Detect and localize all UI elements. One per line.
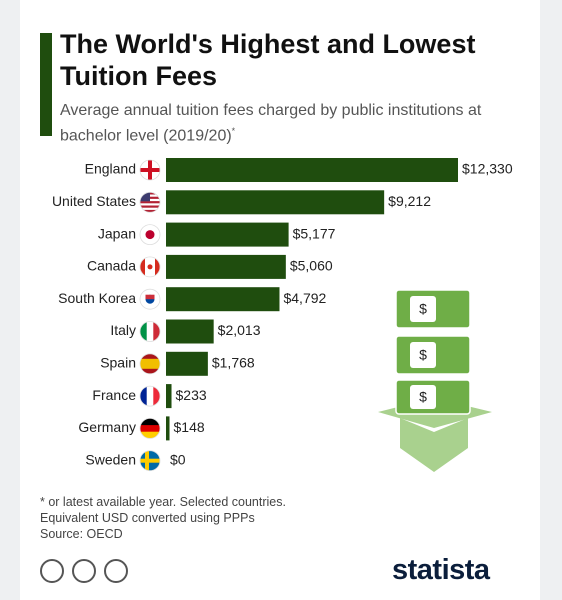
flag-part: [140, 458, 160, 463]
category-label: South Korea: [58, 290, 136, 306]
category-label: Germany: [78, 419, 136, 435]
note: Source: OECD: [40, 527, 123, 541]
category-label: Japan: [98, 225, 136, 241]
value-label: $9,212: [388, 193, 431, 209]
category-label: Spain: [100, 355, 136, 371]
category-label: Italy: [110, 322, 136, 338]
flag-border: [139, 450, 161, 472]
category-label: Canada: [87, 258, 136, 274]
value-label: $148: [174, 419, 205, 435]
subtitle-mark: *: [231, 126, 236, 136]
flag-icon: [140, 192, 160, 213]
flag-icon: [140, 256, 160, 277]
flag-icon: [140, 289, 160, 310]
flag-icon: [140, 418, 160, 439]
bar: [166, 287, 280, 312]
flag-border: [139, 321, 161, 342]
chart-title: The World's Highest and Lowest Tuition F…: [60, 29, 476, 91]
flag-part: [140, 256, 145, 277]
category-label: France: [92, 387, 136, 403]
value-label: $5,060: [290, 258, 333, 274]
category-label: Sweden: [85, 451, 136, 467]
svg-text:$: $: [419, 301, 427, 317]
flag-part: [148, 160, 152, 180]
value-label: $12,330: [462, 161, 513, 177]
value-label: $0: [170, 451, 186, 467]
bar: [166, 222, 289, 247]
note: Equivalent USD converted using PPPs: [40, 511, 255, 525]
flag-icon: [140, 386, 160, 407]
bar: [166, 158, 458, 182]
bar: [166, 351, 208, 376]
value-label: $1,768: [212, 355, 255, 371]
flag-border: [139, 224, 161, 246]
flag-part: [140, 386, 147, 407]
flag-icon: [140, 224, 160, 245]
title-accent: [40, 33, 52, 136]
value-label: $4,792: [283, 290, 326, 306]
flag-border: [139, 256, 161, 278]
value-label: $2,013: [218, 322, 261, 338]
flag-part: [140, 321, 147, 342]
flag-part: [153, 321, 160, 342]
value-label: $233: [176, 387, 207, 403]
money-illustration: $ $ $: [378, 289, 492, 472]
flag-part: [140, 358, 160, 369]
notes: * or latest available year. Selected cou…: [40, 494, 286, 542]
flag-part: [153, 386, 160, 407]
flag-border: [139, 159, 161, 181]
bar: [166, 190, 385, 215]
flag-part: [145, 294, 155, 300]
flag-border: [139, 191, 161, 213]
category-label: United States: [52, 193, 136, 209]
flag-icon: [140, 353, 160, 374]
flag-part: [145, 450, 149, 471]
flag-part: [140, 205, 160, 208]
license-icons: [40, 559, 128, 583]
flag-border: [139, 288, 161, 310]
bar: [166, 384, 172, 409]
flag-icon: [140, 321, 160, 342]
flag-part: [140, 418, 160, 426]
flag-border: [139, 353, 161, 375]
bar: [166, 254, 286, 279]
flag-border: [139, 417, 161, 439]
bar: [166, 319, 214, 344]
svg-text:$: $: [419, 389, 427, 405]
flag-part: [140, 431, 160, 439]
flag-part: [140, 201, 160, 204]
flag-part: [145, 230, 155, 240]
flag-icon: [140, 450, 160, 471]
category-label: England: [85, 161, 136, 177]
subtitle-text: Average annual tuition fees charged by p…: [60, 102, 482, 145]
svg-text:$: $: [419, 347, 427, 363]
value-label: $5,177: [293, 225, 336, 241]
flag-icon: [140, 160, 160, 180]
note: * or latest available year. Selected cou…: [40, 495, 286, 509]
flag-part: [147, 264, 153, 270]
flag-part: [140, 192, 150, 202]
bar: [166, 416, 170, 441]
flag-part: [140, 209, 160, 213]
flag-border: [139, 385, 161, 407]
brand-logo: statista: [392, 554, 490, 586]
flag-part: [155, 256, 160, 277]
chart-subtitle: Average annual tuition fees charged by p…: [60, 101, 520, 146]
